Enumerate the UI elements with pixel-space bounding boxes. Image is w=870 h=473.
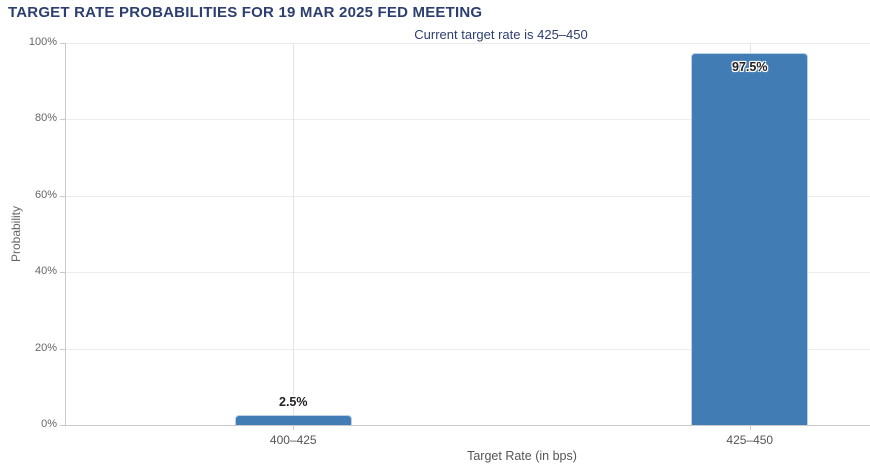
x-tick-label: 425–450 bbox=[726, 433, 774, 447]
bar-value-label: 97.5% bbox=[732, 59, 768, 74]
y-tick-label: 0% bbox=[41, 418, 57, 430]
y-tick-label: 20% bbox=[34, 341, 57, 354]
horizontal-gridline bbox=[65, 348, 870, 350]
horizontal-gridline bbox=[65, 195, 870, 197]
chart-title: TARGET RATE PROBABILITIES FOR 19 MAR 202… bbox=[8, 4, 483, 21]
y-axis-line bbox=[65, 43, 66, 425]
y-axis-tick bbox=[60, 195, 65, 197]
horizontal-gridline bbox=[65, 272, 870, 274]
x-axis-tick bbox=[293, 425, 295, 430]
bar-value-label: 2.5% bbox=[279, 395, 308, 410]
y-axis-tick bbox=[60, 43, 65, 44]
y-axis-tick bbox=[60, 348, 65, 350]
x-tick-label: 400–425 bbox=[269, 433, 317, 447]
x-axis-title: Target Rate (in bps) bbox=[467, 449, 577, 463]
chart-subtitle: Current target rate is 425–450 bbox=[414, 27, 588, 42]
y-tick-label: 60% bbox=[34, 188, 57, 201]
y-axis-tick bbox=[60, 425, 65, 426]
y-axis-tick bbox=[60, 119, 65, 121]
y-axis-tick bbox=[60, 272, 65, 274]
x-axis-tick bbox=[749, 425, 751, 430]
y-tick-label: 100% bbox=[28, 36, 57, 48]
y-tick-label: 80% bbox=[34, 112, 57, 125]
horizontal-gridline bbox=[65, 119, 870, 121]
bar bbox=[234, 415, 352, 425]
y-axis-title: Probability bbox=[9, 205, 23, 263]
y-tick-label: 40% bbox=[34, 265, 57, 278]
vertical-gridline bbox=[293, 43, 295, 425]
horizontal-gridline bbox=[65, 425, 870, 426]
bar bbox=[691, 52, 809, 425]
horizontal-gridline bbox=[65, 43, 870, 44]
